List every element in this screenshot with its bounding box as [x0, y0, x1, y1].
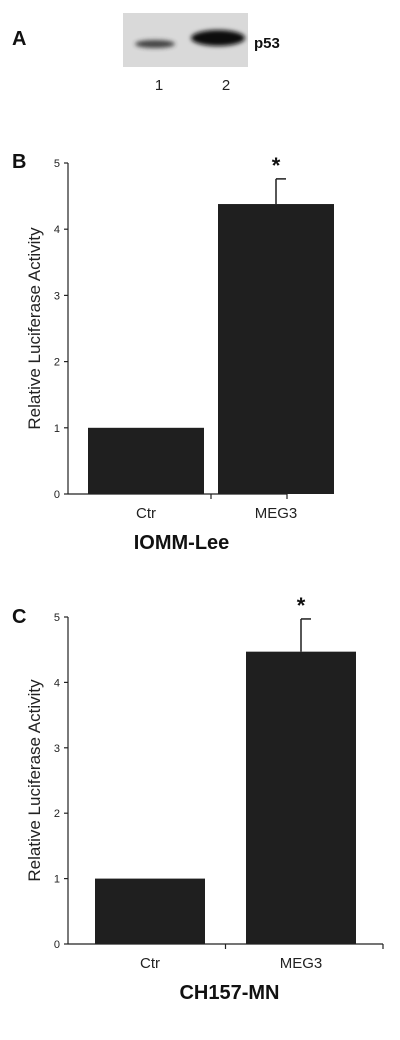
blot-band-lane-2	[191, 30, 245, 46]
y-axis-label: Relative Luciferase Activity	[25, 679, 44, 882]
bar-ctr	[95, 878, 205, 944]
y-axis-label: Relative Luciferase Activity	[25, 227, 44, 430]
significance-marker: *	[272, 153, 281, 178]
category-label: Ctr	[140, 955, 160, 972]
y-tick-label: 1	[54, 874, 60, 886]
bar-meg3	[218, 204, 334, 494]
blot-band-lane-1	[135, 40, 175, 48]
y-tick-label: 4	[54, 677, 60, 689]
panel-a-letter: A	[12, 28, 26, 50]
y-tick-label: 2	[54, 357, 60, 369]
y-tick-label: 1	[54, 423, 60, 435]
protein-label: p53	[254, 35, 280, 52]
chart-title: IOMM-Lee	[134, 532, 230, 554]
y-tick-label: 5	[54, 612, 60, 624]
y-tick-label: 3	[54, 743, 60, 755]
lane-label-1: 1	[155, 77, 163, 94]
category-label: MEG3	[255, 505, 298, 522]
y-tick-label: 0	[54, 489, 60, 501]
bar-meg3	[246, 651, 356, 944]
panel-c-chart: C 0 1 2 3 4 5 Relative Luciferase Activity Ctr * M…	[12, 593, 384, 1004]
panel-letter: B	[12, 151, 26, 173]
category-label: MEG3	[280, 955, 323, 972]
y-tick-label: 2	[54, 808, 60, 820]
bar-ctr	[88, 427, 204, 494]
chart-title: CH157-MN	[179, 982, 279, 1004]
category-label: Ctr	[136, 505, 156, 522]
y-tick-label: 0	[54, 939, 60, 951]
y-tick-label: 5	[54, 158, 60, 170]
panel-letter: C	[12, 606, 26, 628]
y-tick-label: 4	[54, 224, 60, 236]
lane-label-2: 2	[222, 77, 230, 94]
y-tick-label: 3	[54, 290, 60, 302]
panel-b-chart: B 0 1 2 3 4 5 Relative Luciferase Activity Ctr * M…	[12, 151, 334, 554]
panel-a: A p53 1 2	[12, 13, 280, 94]
significance-marker: *	[297, 593, 306, 618]
